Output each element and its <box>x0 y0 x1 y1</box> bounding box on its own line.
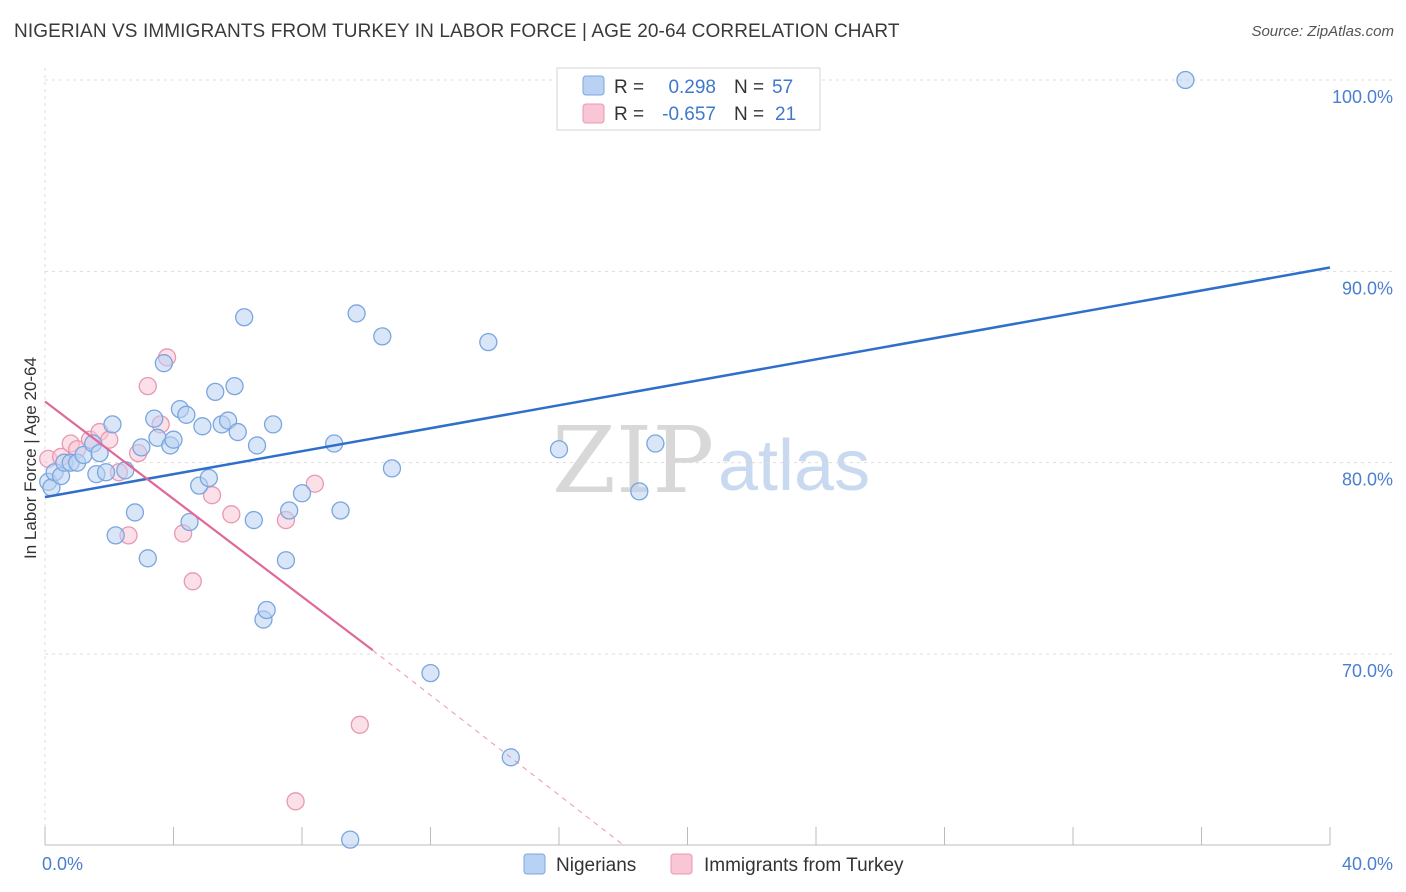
x-tick-label-max: 40.0% <box>1342 854 1393 874</box>
correlation-legend: R = 0.298 N = 57 R = -0.657 N = 21 <box>556 67 821 131</box>
nigerian-point-14 <box>116 461 135 480</box>
turkey-point-20 <box>286 792 305 811</box>
turkey-point-10 <box>138 376 157 396</box>
nigerian-point-49 <box>421 663 440 683</box>
legend-n-label-2: N = <box>734 104 764 125</box>
chart-title: NIGERIAN VS IMMIGRANTS FROM TURKEY IN LA… <box>14 21 900 42</box>
nigerian-point-42 <box>292 484 312 503</box>
nigerian-point-36 <box>247 436 267 455</box>
nigerian-point-29 <box>206 382 225 402</box>
bottom-legend-swatch-nigerians[interactable] <box>523 853 546 875</box>
nigerian-point-34 <box>235 308 254 327</box>
bottom-legend-label-nigerians[interactable]: Nigerians <box>556 855 636 876</box>
nigerian-point-11 <box>96 463 116 482</box>
x-tick-label-min: 0.0% <box>42 854 83 874</box>
nigerian-point-54 <box>630 482 649 501</box>
nigerian-point-47 <box>373 327 392 346</box>
y-tick-label-0: 100.0% <box>1332 87 1393 107</box>
nigerian-point-44 <box>331 501 350 520</box>
trend-line-turkey <box>44 400 374 652</box>
nigerian-point-13 <box>106 526 125 545</box>
legend-r-value-2: -0.657 <box>662 104 716 125</box>
turkey-point-14 <box>183 572 202 591</box>
y-tick-labels: 100.0% 90.0% 80.0% 70.0% <box>1332 87 1393 681</box>
nigerian-point-33 <box>228 422 247 442</box>
x-ticks <box>44 827 1331 845</box>
y-tick-label-3: 70.0% <box>1342 661 1393 681</box>
watermark-atlas: atlas <box>718 426 870 506</box>
nigerian-point-41 <box>279 501 299 520</box>
nigerian-point-16 <box>132 438 151 457</box>
turkey-point-19 <box>350 715 369 734</box>
turkey-point-16 <box>222 505 241 524</box>
nigerian-point-12 <box>103 415 122 434</box>
nigerian-point-24 <box>177 405 196 424</box>
nigerian-point-25 <box>180 512 199 532</box>
nigerian-point-40 <box>276 551 296 570</box>
nigerian-point-55 <box>646 434 665 453</box>
nigerian-point-45 <box>341 830 360 849</box>
legend-n-value-2: 21 <box>775 104 796 125</box>
legend-r-label-1: R = <box>614 77 644 98</box>
bottom-legend-label-turkey[interactable]: Immigrants from Turkey <box>704 855 904 876</box>
series-legend: Nigerians Immigrants from Turkey <box>523 853 904 876</box>
bottom-legend-swatch-turkey[interactable] <box>670 853 693 875</box>
nigerian-point-38 <box>257 600 276 620</box>
nigerian-point-20 <box>154 354 174 373</box>
legend-swatch-turkey <box>582 103 605 124</box>
nigerian-point-46 <box>347 304 366 323</box>
legend-r-value-1: 0.298 <box>668 77 716 98</box>
nigerian-point-56 <box>1176 70 1195 90</box>
trend-line-turkey-extension <box>372 649 624 846</box>
y-tick-label-2: 80.0% <box>1342 470 1393 490</box>
nigerian-point-15 <box>125 503 145 522</box>
nigerian-point-17 <box>138 549 157 568</box>
turkey-point-15 <box>202 486 222 505</box>
nigerian-point-50 <box>479 332 498 352</box>
series-nigerians <box>39 70 1195 849</box>
nigerian-point-22 <box>164 430 183 449</box>
y-axis-label: In Labor Force | Age 20-64 <box>21 357 40 559</box>
y-tick-label-1: 90.0% <box>1342 278 1393 298</box>
nigerian-point-27 <box>193 417 212 436</box>
nigerian-point-10 <box>90 443 109 463</box>
nigerian-point-39 <box>263 415 283 434</box>
nigerian-point-32 <box>225 376 244 396</box>
trend-line-nigerians <box>44 266 1331 499</box>
trend-lines <box>44 266 1331 846</box>
turkey-point-18 <box>305 474 325 493</box>
source-credit: Source: ZipAtlas.com <box>1251 23 1394 40</box>
legend-swatch-nigerians <box>582 75 605 96</box>
nigerian-point-52 <box>549 440 569 459</box>
legend-n-label-1: N = <box>734 77 764 98</box>
legend-r-label-2: R = <box>614 104 644 125</box>
nigerian-point-48 <box>382 459 402 478</box>
nigerian-point-35 <box>244 510 263 530</box>
legend-n-value-1: 57 <box>772 77 793 98</box>
nigerian-point-28 <box>199 468 218 488</box>
nigerian-point-18 <box>145 409 164 428</box>
